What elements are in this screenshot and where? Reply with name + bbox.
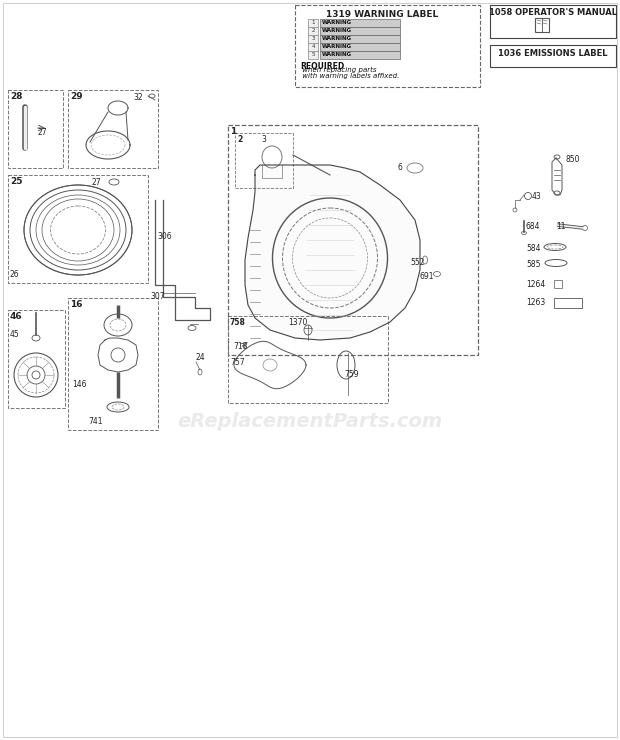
Text: 6: 6 (398, 163, 403, 172)
Text: 2: 2 (237, 135, 242, 144)
Text: 4: 4 (311, 44, 315, 50)
Text: 759: 759 (344, 370, 358, 379)
Text: WARNING: WARNING (322, 36, 352, 41)
Bar (320, 35, 400, 43)
Bar (308, 51, 318, 59)
Bar (235, 133, 293, 188)
Bar (295, 5, 480, 87)
Text: 757: 757 (230, 358, 245, 367)
Text: 25: 25 (10, 177, 22, 186)
Text: 32: 32 (133, 93, 143, 102)
Bar (535, 18, 549, 32)
Text: 11: 11 (556, 222, 565, 231)
Text: 1263: 1263 (526, 298, 545, 307)
Bar (8, 90, 63, 168)
Text: 45: 45 (10, 330, 20, 339)
Bar (8, 175, 148, 283)
Text: 306: 306 (157, 232, 172, 241)
Bar (554, 280, 562, 288)
Text: 1370: 1370 (288, 318, 308, 327)
Text: 1: 1 (230, 127, 236, 136)
Bar (228, 125, 478, 355)
Text: 28: 28 (10, 92, 22, 101)
Text: 27: 27 (38, 128, 48, 137)
Text: 46: 46 (10, 312, 22, 321)
Bar (308, 43, 318, 51)
Bar (320, 27, 400, 35)
Bar (490, 45, 616, 67)
Text: 691: 691 (420, 272, 435, 281)
Text: 850: 850 (565, 155, 580, 164)
Text: 3: 3 (261, 135, 266, 144)
Text: 1036 EMISSIONS LABEL: 1036 EMISSIONS LABEL (498, 49, 608, 58)
Text: 1058 OPERATOR'S MANUAL: 1058 OPERATOR'S MANUAL (489, 8, 617, 17)
Bar (8, 310, 65, 408)
Bar (308, 35, 318, 43)
Text: 146: 146 (72, 380, 87, 389)
Text: WARNING: WARNING (322, 29, 352, 33)
Text: 1319 WARNING LABEL: 1319 WARNING LABEL (326, 10, 438, 19)
Bar (308, 19, 318, 27)
Text: 718: 718 (233, 342, 247, 351)
Text: 24: 24 (196, 353, 206, 362)
Bar (320, 43, 400, 51)
Text: 307: 307 (150, 292, 165, 301)
Text: eReplacementParts.com: eReplacementParts.com (177, 412, 443, 431)
Text: 43: 43 (532, 192, 542, 201)
Bar (228, 316, 388, 403)
Bar (554, 298, 582, 308)
Text: 26: 26 (10, 270, 20, 279)
Bar (68, 90, 158, 168)
Bar (68, 298, 158, 430)
Text: 684: 684 (526, 222, 541, 231)
Text: with warning labels affixed.: with warning labels affixed. (300, 73, 399, 79)
Bar (308, 27, 318, 35)
Text: when replacing parts: when replacing parts (300, 67, 376, 73)
Text: 5: 5 (311, 53, 315, 58)
Bar (490, 5, 616, 38)
Text: 1264: 1264 (526, 280, 545, 289)
Bar (320, 19, 400, 27)
Text: REQUIRED: REQUIRED (300, 62, 344, 71)
Bar (320, 51, 400, 59)
Text: 27: 27 (92, 178, 102, 187)
Text: WARNING: WARNING (322, 21, 352, 25)
Text: 552: 552 (410, 258, 425, 267)
Text: 584: 584 (526, 244, 541, 253)
Text: WARNING: WARNING (322, 44, 352, 50)
Text: 3: 3 (311, 36, 315, 41)
Text: 29: 29 (70, 92, 82, 101)
Polygon shape (245, 165, 420, 340)
Text: 16: 16 (70, 300, 82, 309)
Text: 758: 758 (230, 318, 246, 327)
Text: 1: 1 (311, 21, 315, 25)
Text: 585: 585 (526, 260, 541, 269)
Text: 741: 741 (88, 417, 102, 426)
Text: 2: 2 (311, 29, 315, 33)
Text: WARNING: WARNING (322, 53, 352, 58)
